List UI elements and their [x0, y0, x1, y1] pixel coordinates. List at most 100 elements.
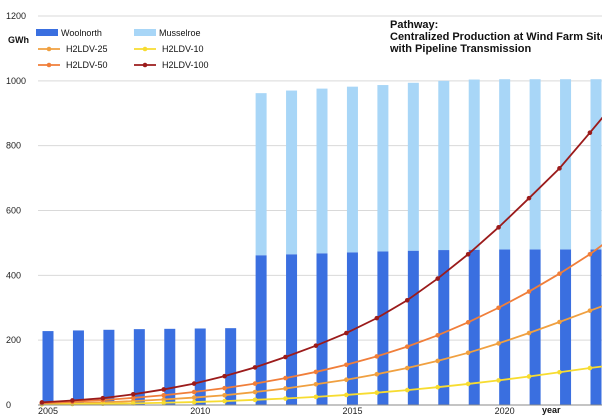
point-h2ldv-100: [222, 373, 227, 379]
bar-musselroe: [499, 79, 511, 250]
bar-woolnorth: [42, 331, 54, 405]
point-h2ldv-25: [465, 350, 471, 356]
x-tick-label: 2005: [38, 406, 58, 415]
point-h2ldv-50: [252, 381, 258, 386]
point-h2ldv-50: [161, 392, 166, 398]
point-h2ldv-50: [404, 344, 410, 349]
point-h2ldv-50: [435, 333, 440, 338]
y-tick-label: 1200: [6, 11, 26, 21]
point-h2ldv-10: [465, 381, 471, 387]
x-tick-label: 2010: [190, 406, 210, 415]
point-h2ldv-100: [191, 381, 197, 386]
point-h2ldv-25: [344, 377, 349, 383]
bar-woolnorth: [438, 250, 450, 405]
legend-swatch-musselroe: [134, 29, 156, 36]
bar-series: [42, 79, 602, 405]
legend-marker-h2ldv-100: [142, 62, 148, 68]
axes: 0200400600800100012002005201020152020202: [6, 11, 602, 415]
legend-label-h2ldv-10: H2LDV-10: [162, 44, 204, 54]
point-h2ldv-10: [526, 374, 532, 379]
bar-musselroe: [286, 90, 298, 255]
point-h2ldv-10: [587, 365, 593, 371]
point-h2ldv-25: [374, 371, 380, 377]
point-h2ldv-50: [526, 289, 532, 294]
point-h2ldv-100: [161, 387, 166, 392]
y-tick-label: 0: [6, 400, 11, 410]
title-line: Pathway:: [390, 19, 438, 31]
legend-label-h2ldv-100: H2LDV-100: [162, 60, 209, 70]
bar-woolnorth: [590, 249, 602, 405]
bar-woolnorth: [499, 249, 511, 405]
point-h2ldv-100: [283, 354, 288, 360]
point-h2ldv-10: [161, 400, 166, 406]
title-line: with Pipeline Transmission: [389, 43, 531, 55]
point-h2ldv-50: [313, 369, 319, 375]
point-h2ldv-50: [374, 354, 380, 359]
bar-musselroe: [316, 88, 328, 254]
point-h2ldv-10: [404, 387, 410, 393]
point-h2ldv-100: [374, 315, 380, 321]
legend-label-h2ldv-50: H2LDV-50: [66, 60, 108, 70]
bar-woolnorth: [316, 253, 328, 405]
point-h2ldv-10: [557, 369, 562, 375]
point-h2ldv-10: [496, 378, 501, 383]
bar-woolnorth: [103, 329, 115, 405]
bar-musselroe: [468, 79, 480, 250]
point-h2ldv-10: [313, 394, 319, 400]
point-h2ldv-100: [313, 343, 319, 348]
bar-musselroe: [377, 85, 389, 252]
point-h2ldv-100: [130, 392, 136, 397]
point-h2ldv-10: [374, 390, 380, 395]
bar-musselroe: [529, 79, 541, 250]
y-tick-label: 600: [6, 206, 21, 216]
bar-woolnorth: [133, 329, 145, 405]
y-tick-label: 400: [6, 270, 21, 280]
bar-woolnorth: [255, 255, 267, 405]
point-h2ldv-100: [465, 251, 471, 257]
point-h2ldv-25: [222, 392, 227, 398]
bar-woolnorth: [468, 249, 480, 405]
point-h2ldv-10: [222, 398, 227, 404]
bar-woolnorth: [560, 249, 572, 405]
y-tick-label: 800: [6, 141, 21, 151]
legend-marker-h2ldv-50: [46, 62, 52, 68]
point-h2ldv-10: [283, 396, 288, 401]
legend: Woolnorth Musselroe H2LDV-25 H2LDV-10 H2LDV-…: [36, 24, 209, 80]
point-h2ldv-50: [283, 375, 288, 381]
point-h2ldv-25: [557, 319, 562, 325]
point-h2ldv-25: [191, 395, 197, 400]
legend-label-musselroe: Musselroe: [159, 28, 201, 38]
point-h2ldv-50: [557, 271, 562, 277]
legend-label-h2ldv-25: H2LDV-25: [66, 44, 108, 54]
point-h2ldv-100: [435, 276, 440, 281]
bar-musselroe: [407, 82, 419, 251]
point-h2ldv-100: [557, 166, 562, 171]
point-h2ldv-50: [191, 389, 197, 395]
legend-marker-h2ldv-10: [142, 46, 148, 52]
point-h2ldv-100: [344, 330, 349, 336]
point-h2ldv-25: [496, 341, 501, 346]
point-h2ldv-25: [435, 358, 440, 364]
bar-musselroe: [346, 86, 358, 253]
bar-woolnorth: [377, 251, 389, 405]
y-tick-label: 200: [6, 335, 21, 345]
point-h2ldv-10: [252, 397, 258, 403]
point-h2ldv-100: [100, 395, 106, 401]
point-h2ldv-50: [344, 362, 349, 368]
point-h2ldv-100: [252, 365, 258, 370]
point-h2ldv-50: [130, 395, 136, 401]
point-h2ldv-50: [587, 251, 593, 257]
bar-musselroe: [255, 93, 267, 256]
point-h2ldv-50: [496, 305, 501, 311]
point-h2ldv-25: [526, 330, 532, 336]
y-tick-label: 1000: [6, 76, 26, 86]
point-h2ldv-25: [313, 381, 319, 387]
point-h2ldv-10: [435, 384, 440, 390]
bar-woolnorth: [407, 250, 419, 405]
bar-woolnorth: [529, 249, 541, 405]
bar-musselroe: [560, 79, 572, 250]
point-h2ldv-25: [404, 365, 410, 371]
point-h2ldv-100: [496, 225, 501, 230]
legend-swatch-woolnorth: [36, 29, 58, 36]
bar-woolnorth: [346, 252, 358, 405]
